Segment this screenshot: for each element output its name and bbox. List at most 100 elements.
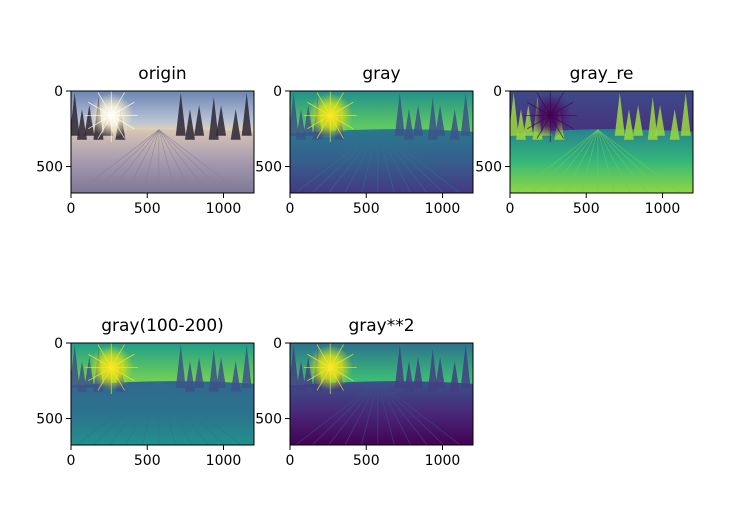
track-line <box>158 129 225 193</box>
tree-shape <box>184 361 195 392</box>
track-line <box>158 381 242 445</box>
tree-shape <box>303 357 314 388</box>
sun-ray <box>88 101 112 116</box>
track-line <box>109 381 160 445</box>
track-line <box>377 381 395 445</box>
track-line <box>597 129 681 193</box>
y-tick-label: 0 <box>273 336 282 352</box>
tree-shape <box>184 109 195 140</box>
x-tick-label: 1000 <box>425 201 461 217</box>
y-tick-label: 500 <box>475 160 502 176</box>
tree-shape <box>71 92 80 136</box>
x-tick-label: 0 <box>506 201 515 217</box>
tree-shape <box>216 105 227 136</box>
track-line <box>597 129 632 193</box>
x-tick-label: 0 <box>67 201 76 217</box>
tree-shape <box>614 92 625 136</box>
sun-ray <box>88 367 112 382</box>
tree-shape <box>208 96 219 140</box>
tree-shape <box>435 357 446 388</box>
x-tick-label: 0 <box>286 453 295 469</box>
tree-shape <box>194 357 205 388</box>
track-line <box>311 381 379 445</box>
image-gray <box>290 91 473 193</box>
tree-shape <box>647 96 658 140</box>
sun-ray <box>307 367 331 382</box>
track-line <box>377 381 461 445</box>
tree-shape <box>290 344 299 388</box>
track-line <box>311 129 379 193</box>
subplot-title: gray**2 <box>348 316 414 336</box>
axes-frame <box>289 90 474 194</box>
tree-shape <box>71 344 80 388</box>
track-line <box>125 129 160 193</box>
track-line <box>328 129 379 193</box>
track-line <box>377 381 412 445</box>
tree-shape <box>241 92 252 136</box>
track-line <box>581 129 599 193</box>
tree-shape <box>460 344 471 388</box>
tree-shape <box>680 92 691 136</box>
tree-shape <box>427 96 438 140</box>
track-line <box>158 381 193 445</box>
sun-ray <box>316 115 331 139</box>
y-tick-label: 0 <box>273 84 282 100</box>
track-line <box>515 129 599 193</box>
x-tick-label: 500 <box>134 453 161 469</box>
image-gray-re <box>510 91 693 193</box>
axes-frame <box>70 342 255 446</box>
tree-shape <box>194 105 205 136</box>
track-line <box>361 129 379 193</box>
sun-ray <box>549 115 564 139</box>
track-line <box>531 129 599 193</box>
tree-shape <box>84 105 95 136</box>
sun-ray <box>330 353 354 368</box>
sun-ray <box>97 115 112 139</box>
track-line <box>361 381 379 445</box>
tree-shape <box>435 105 446 136</box>
subplot-title: origin <box>138 64 186 84</box>
x-tick-label: 0 <box>286 201 295 217</box>
track-line <box>76 381 160 445</box>
sun-ray <box>111 101 135 116</box>
tree-shape <box>76 361 87 392</box>
subplot-gray-100-200: gray(100-200) 0 500 1000 0 500 <box>36 316 255 469</box>
track-line <box>92 129 160 193</box>
y-tick-label: 0 <box>54 336 63 352</box>
track-line <box>344 129 379 193</box>
subplot-gray-re: gray_re 0 500 1000 0 500 <box>475 64 694 217</box>
x-tick-label: 1000 <box>206 201 242 217</box>
sun-ray <box>536 92 551 116</box>
x-tick-label: 500 <box>353 201 380 217</box>
x-tick-label: 500 <box>134 201 161 217</box>
track-line <box>295 381 379 445</box>
x-tick-label: 1000 <box>425 453 461 469</box>
sun-ray <box>527 101 551 116</box>
sun-ray <box>88 353 112 368</box>
y-tick-label: 0 <box>54 84 63 100</box>
track-line <box>125 381 160 445</box>
track-line <box>344 381 379 445</box>
image-gray-squared <box>290 343 473 445</box>
track-line <box>158 129 193 193</box>
tree-shape <box>449 109 460 140</box>
tree-shape <box>290 92 299 136</box>
track-line <box>76 129 160 193</box>
tree-shape <box>76 109 87 140</box>
subplot-title: gray_re <box>570 64 634 84</box>
track-line <box>597 129 615 193</box>
sun-ray <box>307 115 331 130</box>
sun-ray <box>316 367 331 391</box>
tree-shape <box>523 105 534 136</box>
track-line <box>295 129 379 193</box>
tree-shape <box>623 109 634 140</box>
sun-ray <box>329 344 344 368</box>
tree-shape <box>403 361 414 392</box>
track-line <box>564 129 599 193</box>
tree-shape <box>427 348 438 392</box>
tree-shape <box>84 357 95 388</box>
tree-shape <box>655 105 666 136</box>
sun-ray <box>88 115 112 130</box>
sun-ray <box>527 115 551 130</box>
